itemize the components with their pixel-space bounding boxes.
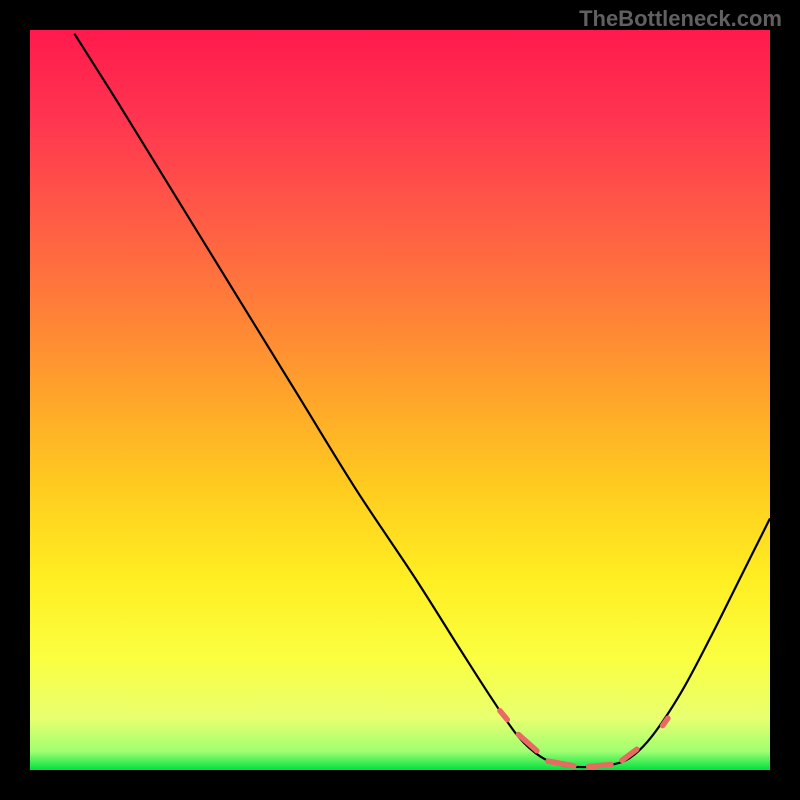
optimal-region-markers — [500, 711, 668, 767]
frame-border-bottom — [0, 770, 800, 800]
marker-dash — [622, 749, 637, 760]
source-label: TheBottleneck.com — [579, 6, 782, 32]
marker-dash — [518, 734, 537, 750]
marker-dash — [663, 718, 668, 725]
bottleneck-curve — [74, 34, 770, 767]
marker-dash — [548, 761, 574, 766]
chart-svg — [0, 0, 800, 800]
marker-dash — [500, 711, 507, 720]
frame-border-left — [0, 0, 30, 800]
gradient-background — [30, 30, 770, 770]
marker-dash — [589, 764, 611, 766]
frame-border-right — [770, 0, 800, 800]
